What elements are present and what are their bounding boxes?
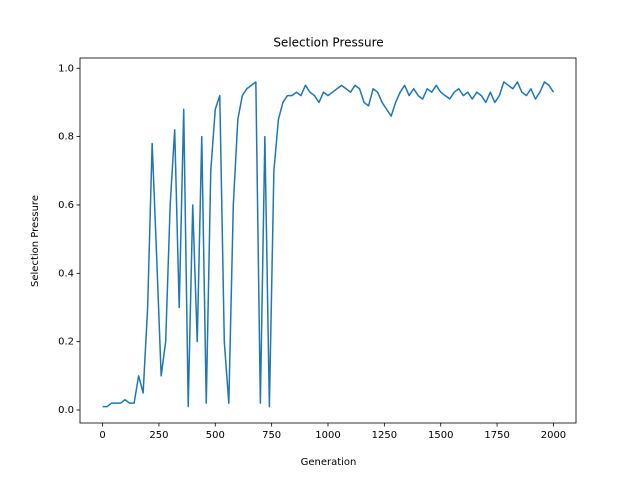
x-tick-label: 1250 xyxy=(372,430,397,441)
x-tick-label: 0 xyxy=(99,430,105,441)
x-tick-label: 500 xyxy=(206,430,225,441)
data-line xyxy=(102,81,555,408)
plot-frame xyxy=(79,57,577,424)
x-tick-label: 1000 xyxy=(315,430,340,441)
y-tick-label: 0.4 xyxy=(58,268,74,279)
x-tick-label: 250 xyxy=(149,430,168,441)
chart-title: Selection Pressure xyxy=(273,36,383,50)
y-tick-label: 0.6 xyxy=(58,200,74,211)
x-tick-label: 2000 xyxy=(541,430,566,441)
y-tick-label: 0.2 xyxy=(58,337,74,348)
y-tick-label: 1.0 xyxy=(58,63,74,74)
x-axis-label: Generation xyxy=(301,457,357,468)
x-tick-label: 750 xyxy=(262,430,281,441)
x-tick-label: 1750 xyxy=(484,430,509,441)
y-tick-label: 0.8 xyxy=(58,132,74,143)
y-tick-label: 0.0 xyxy=(58,405,74,416)
x-tick-label: 1500 xyxy=(428,430,453,441)
y-axis-label: Selection Pressure xyxy=(30,195,41,287)
